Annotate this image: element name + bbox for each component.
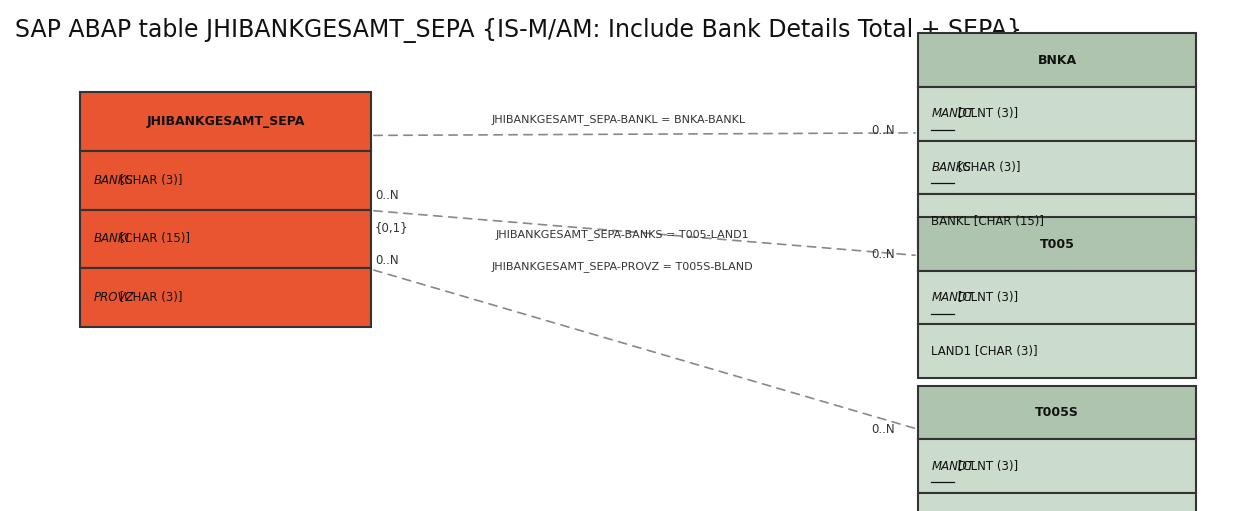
Text: 0..N: 0..N: [871, 423, 894, 436]
Text: BANKS: BANKS: [94, 174, 134, 187]
FancyBboxPatch shape: [918, 493, 1196, 511]
Text: [CLNT (3)]: [CLNT (3)]: [954, 460, 1018, 473]
Text: JHIBANKGESAMT_SEPA-PROVZ = T005S-BLAND: JHIBANKGESAMT_SEPA-PROVZ = T005S-BLAND: [491, 261, 753, 272]
Text: MANDT: MANDT: [931, 460, 975, 473]
Text: T005: T005: [1039, 238, 1075, 250]
Text: [CLNT (3)]: [CLNT (3)]: [954, 291, 1018, 304]
FancyBboxPatch shape: [918, 439, 1196, 493]
FancyBboxPatch shape: [80, 210, 371, 268]
Text: 0..N: 0..N: [871, 124, 894, 137]
FancyBboxPatch shape: [918, 271, 1196, 324]
FancyBboxPatch shape: [918, 217, 1196, 271]
Text: 0..N: 0..N: [375, 254, 398, 267]
Text: BNKA: BNKA: [1038, 54, 1076, 66]
Text: BANKL [CHAR (15)]: BANKL [CHAR (15)]: [931, 215, 1044, 227]
FancyBboxPatch shape: [918, 33, 1196, 87]
Text: BANKS: BANKS: [931, 161, 971, 174]
Text: [CHAR (3)]: [CHAR (3)]: [116, 174, 183, 187]
Text: PROVZ: PROVZ: [94, 291, 135, 304]
Text: [CHAR (3)]: [CHAR (3)]: [954, 161, 1021, 174]
FancyBboxPatch shape: [918, 141, 1196, 194]
Text: BANKL: BANKL: [94, 233, 134, 245]
FancyBboxPatch shape: [918, 324, 1196, 378]
FancyBboxPatch shape: [80, 92, 371, 151]
Text: T005S: T005S: [1035, 406, 1079, 419]
Text: SAP ABAP table JHIBANKGESAMT_SEPA {IS-M/AM: Include Bank Details Total + SEPA}: SAP ABAP table JHIBANKGESAMT_SEPA {IS-M/…: [15, 18, 1022, 43]
Text: [CLNT (3)]: [CLNT (3)]: [954, 107, 1018, 120]
Text: MANDT: MANDT: [931, 291, 975, 304]
Text: 0..N: 0..N: [871, 248, 894, 261]
Text: JHIBANKGESAMT_SEPA-BANKS = T005-LAND1: JHIBANKGESAMT_SEPA-BANKS = T005-LAND1: [495, 229, 750, 240]
Text: JHIBANKGESAMT_SEPA-BANKL = BNKA-BANKL: JHIBANKGESAMT_SEPA-BANKL = BNKA-BANKL: [491, 114, 746, 125]
Text: MANDT: MANDT: [931, 107, 975, 120]
FancyBboxPatch shape: [918, 386, 1196, 439]
FancyBboxPatch shape: [918, 194, 1196, 248]
FancyBboxPatch shape: [80, 268, 371, 327]
Text: 0..N: 0..N: [375, 189, 398, 202]
Text: {0,1}: {0,1}: [375, 221, 408, 234]
Text: [CHAR (3)]: [CHAR (3)]: [116, 291, 183, 304]
Text: [CHAR (15)]: [CHAR (15)]: [116, 233, 190, 245]
FancyBboxPatch shape: [80, 151, 371, 210]
Text: LAND1 [CHAR (3)]: LAND1 [CHAR (3)]: [931, 345, 1038, 358]
FancyBboxPatch shape: [918, 87, 1196, 141]
Text: JHIBANKGESAMT_SEPA: JHIBANKGESAMT_SEPA: [146, 115, 306, 128]
